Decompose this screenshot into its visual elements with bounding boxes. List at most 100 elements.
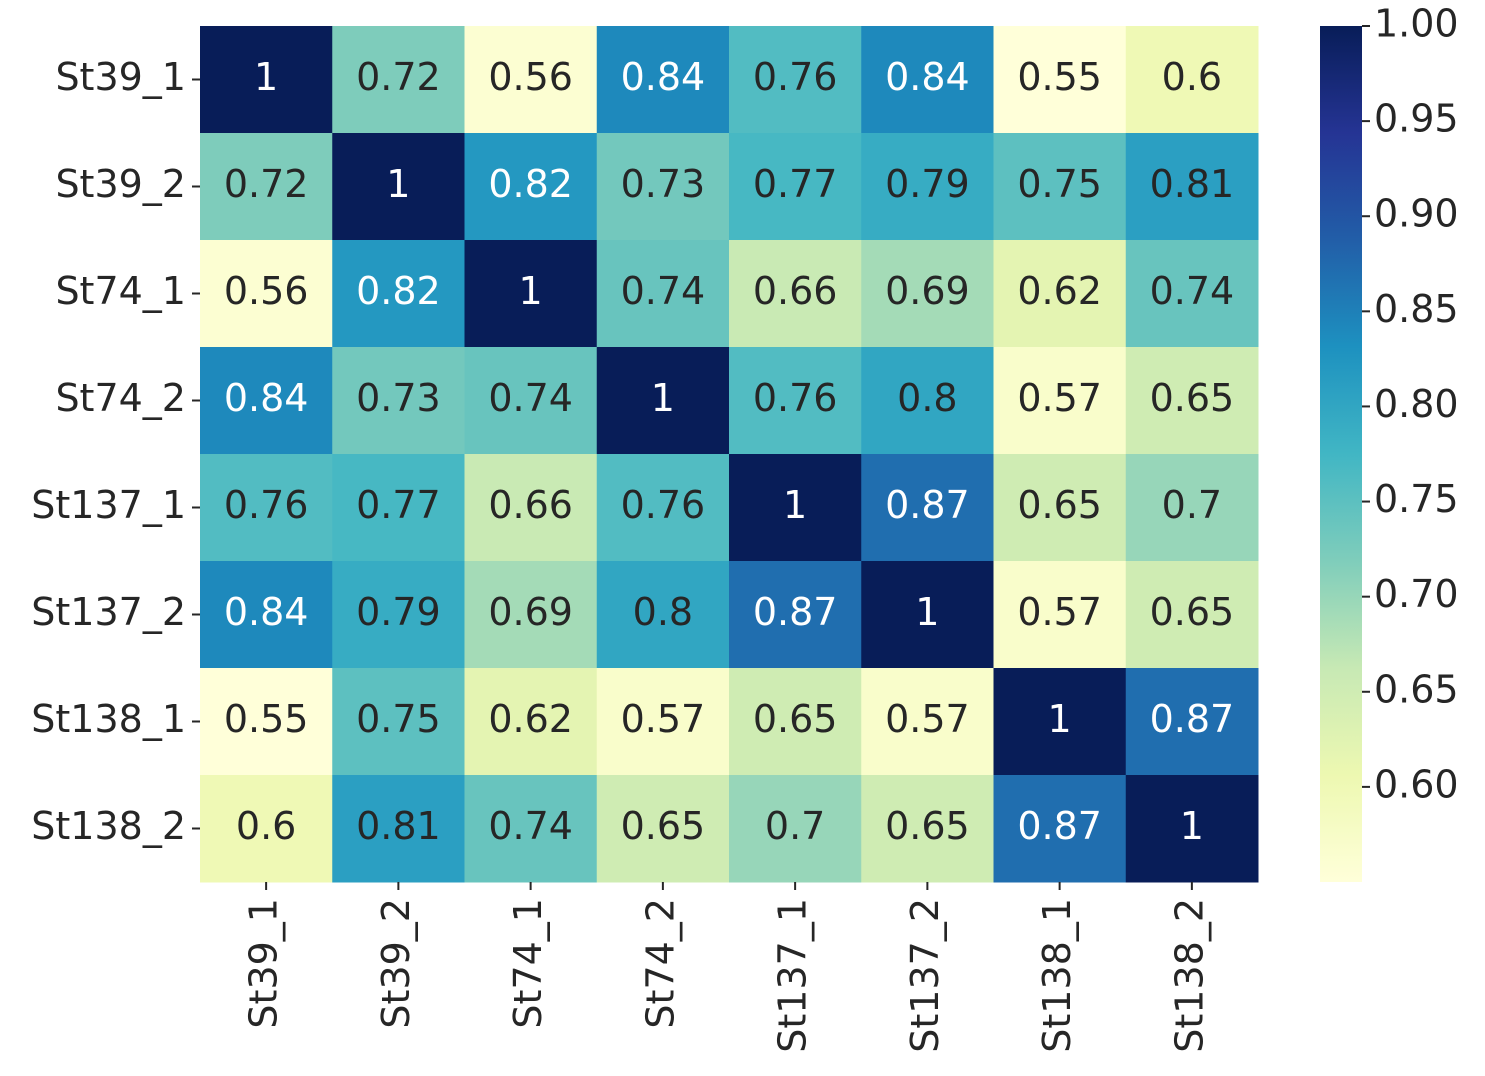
heatmap-cell xyxy=(596,561,730,669)
cell-label: 0.76 xyxy=(224,483,309,527)
heatmap-cell xyxy=(200,240,333,348)
heatmap-cell xyxy=(200,347,333,455)
colorbar-tick-label: 0.65 xyxy=(1374,667,1459,711)
cell-label: 0.77 xyxy=(356,483,441,527)
cell-label: 0.65 xyxy=(621,804,706,848)
cell-label: 0.82 xyxy=(356,269,441,313)
heatmap-cell xyxy=(596,26,730,134)
cell-label: 0.56 xyxy=(224,269,309,313)
heatmap-cell xyxy=(729,347,862,455)
heatmap-cell xyxy=(729,561,862,669)
x-tick-label: St137_1 xyxy=(771,898,815,1053)
heatmap-cell xyxy=(993,775,1127,883)
cell-label: 0.72 xyxy=(224,162,309,206)
y-tick-label: St137_1 xyxy=(31,483,186,527)
y-tick-label: St74_1 xyxy=(55,269,186,313)
cell-label: 0.74 xyxy=(1150,269,1235,313)
cell-label: 0.76 xyxy=(753,55,838,99)
cell-label: 0.62 xyxy=(488,697,573,741)
heatmap-cell xyxy=(464,133,598,241)
cell-label: 0.76 xyxy=(753,376,838,420)
heatmap-cell xyxy=(464,240,598,348)
cell-label: 0.87 xyxy=(1150,697,1235,741)
cell-label: 0.84 xyxy=(224,376,309,420)
colorbar-tick-label: 0.75 xyxy=(1374,477,1459,521)
cell-label: 0.65 xyxy=(753,697,838,741)
cell-label: 0.66 xyxy=(488,483,573,527)
y-tick-label: St39_1 xyxy=(55,55,186,99)
cell-label: 0.55 xyxy=(224,697,309,741)
cell-label: 0.8 xyxy=(633,590,693,634)
x-tick-label: St137_2 xyxy=(903,898,947,1053)
heatmap-cell xyxy=(1125,775,1259,883)
heatmap-cell xyxy=(596,133,730,241)
cell-label: 1 xyxy=(254,55,278,99)
cell-label: 0.73 xyxy=(356,376,441,420)
heatmap-cell xyxy=(861,775,994,883)
heatmap-cell xyxy=(1125,240,1259,348)
y-tick-label: St137_2 xyxy=(31,590,186,634)
heatmap-cell xyxy=(464,668,598,776)
heatmap-cell xyxy=(861,561,994,669)
cell-label: 0.76 xyxy=(621,483,706,527)
cell-label: 0.6 xyxy=(1162,55,1222,99)
cell-label: 1 xyxy=(519,269,543,313)
cell-label: 0.66 xyxy=(753,269,838,313)
cell-label: 0.81 xyxy=(1150,162,1235,206)
y-tick-label: St74_2 xyxy=(55,376,186,420)
cell-label: 0.69 xyxy=(885,269,970,313)
heatmap-cell xyxy=(729,26,862,134)
cell-label: 0.7 xyxy=(1162,483,1222,527)
heatmap-cell xyxy=(861,668,994,776)
heatmap-cell xyxy=(332,454,465,562)
cell-label: 0.81 xyxy=(356,804,441,848)
cell-label: 0.65 xyxy=(1150,376,1235,420)
x-tick-label: St74_2 xyxy=(638,898,682,1029)
heatmap-cell xyxy=(861,133,994,241)
heatmap-cell xyxy=(200,775,333,883)
heatmap-cell xyxy=(1125,133,1259,241)
cell-label: 0.73 xyxy=(621,162,706,206)
heatmap-cell xyxy=(861,454,994,562)
heatmap-cell xyxy=(729,775,862,883)
cell-label: 0.82 xyxy=(488,162,573,206)
cell-label: 0.57 xyxy=(621,697,706,741)
cell-label: 0.65 xyxy=(1150,590,1235,634)
y-tick-label: St138_2 xyxy=(31,804,186,848)
heatmap-cell xyxy=(993,26,1127,134)
heatmap-cell xyxy=(993,454,1127,562)
heatmap-cell xyxy=(332,347,465,455)
cell-label: 0.79 xyxy=(885,162,970,206)
x-tick-label: St74_1 xyxy=(506,898,550,1029)
cell-label: 0.57 xyxy=(1017,590,1102,634)
cell-label: 0.7 xyxy=(765,804,825,848)
cell-label: 0.74 xyxy=(488,376,573,420)
heatmap-cell xyxy=(861,240,994,348)
cell-label: 0.8 xyxy=(897,376,957,420)
cell-label: 0.84 xyxy=(885,55,970,99)
heatmap-cell xyxy=(993,668,1127,776)
cell-label: 0.57 xyxy=(1017,376,1102,420)
x-tick-label: St39_1 xyxy=(242,898,286,1029)
cell-label: 0.72 xyxy=(356,55,441,99)
colorbar-tick-label: 0.90 xyxy=(1374,192,1459,236)
colorbar-tick-label: 1.00 xyxy=(1374,2,1459,46)
heatmap-cell xyxy=(332,240,465,348)
heatmap-cell xyxy=(596,347,730,455)
cell-label: 0.74 xyxy=(488,804,573,848)
heatmap-cell xyxy=(200,561,333,669)
heatmap-cell xyxy=(464,775,598,883)
heatmap-cell xyxy=(464,454,598,562)
y-tick-label: St39_2 xyxy=(55,162,186,206)
cell-label: 0.65 xyxy=(1017,483,1102,527)
cell-label: 1 xyxy=(1180,804,1204,848)
heatmap-cell xyxy=(332,133,465,241)
heatmap-cell xyxy=(332,561,465,669)
cell-label: 1 xyxy=(1048,697,1072,741)
colorbar xyxy=(1320,26,1362,882)
cell-label: 0.87 xyxy=(885,483,970,527)
heatmap-cell xyxy=(729,133,862,241)
heatmap-cell xyxy=(1125,561,1259,669)
cell-label: 0.84 xyxy=(621,55,706,99)
